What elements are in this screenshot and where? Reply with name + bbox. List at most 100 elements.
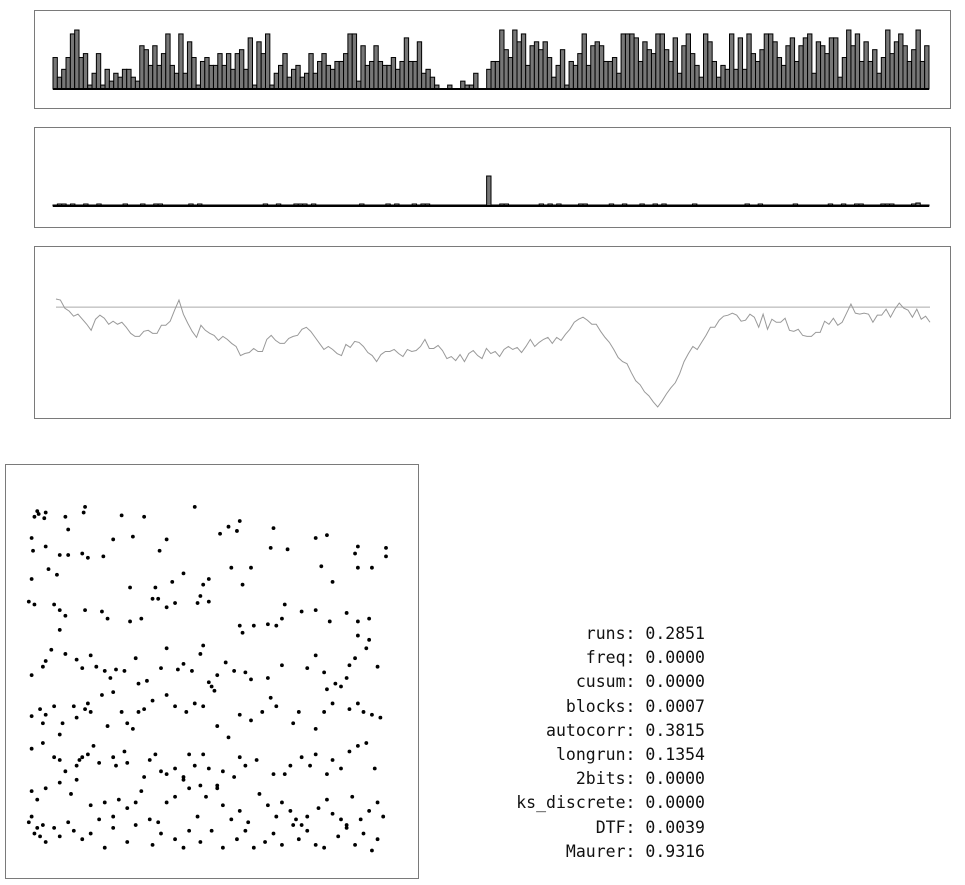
histogram-bar	[299, 76, 306, 90]
scatter-point	[43, 786, 48, 791]
histogram-bar	[325, 64, 332, 90]
histogram-bar	[742, 68, 748, 90]
histogram-bar	[230, 68, 236, 90]
histogram-bar	[538, 49, 544, 90]
scatter-point	[187, 752, 192, 757]
scatter-point	[355, 565, 360, 570]
scatter-point	[305, 814, 310, 819]
scatter-point	[209, 828, 214, 833]
scatter-point	[43, 712, 48, 717]
scatter-point	[119, 513, 124, 518]
histogram-bar	[91, 72, 97, 90]
histogram-bar	[65, 57, 71, 90]
scatter-point	[145, 678, 149, 683]
histogram-bar	[794, 60, 800, 90]
histogram-bar	[590, 45, 596, 90]
scatter-point	[136, 681, 141, 686]
histogram-bar	[330, 68, 336, 90]
scatter-point	[66, 820, 71, 825]
stat-label: freq:	[585, 648, 636, 668]
histogram-bar	[789, 37, 796, 90]
scatter-point	[336, 834, 341, 839]
scatter-point	[249, 677, 253, 682]
histogram-bar	[633, 37, 639, 90]
scatter-point	[88, 653, 93, 658]
scatter-point	[325, 533, 329, 538]
scatter-point	[339, 817, 343, 822]
scatter-point	[49, 647, 54, 652]
scatter-point	[125, 840, 130, 844]
scatter-point	[215, 724, 220, 728]
histogram-bar	[755, 60, 761, 90]
scatter-point	[97, 760, 102, 765]
scatter-point	[237, 519, 242, 523]
scatter-point	[40, 823, 45, 827]
scatter-point	[187, 828, 192, 833]
scatter-point	[232, 669, 237, 673]
histogram-bar	[321, 53, 327, 90]
scatter-point	[313, 608, 318, 613]
stats-list: runs: 0.2851 freq: 0.0000 cusum: 0.0000 …	[470, 622, 705, 864]
histogram-bar	[360, 45, 366, 90]
histogram-bar	[863, 41, 869, 90]
scatter-point	[114, 763, 118, 768]
scatter-point	[43, 659, 48, 663]
histogram-bar	[746, 33, 752, 90]
stat-label: 2bits:	[575, 769, 636, 789]
scatter-point	[249, 565, 253, 570]
scatter-point	[370, 712, 374, 717]
scatter-point	[150, 842, 155, 847]
scatter-point	[378, 715, 383, 720]
scatter-point	[206, 577, 211, 581]
scatter-point	[192, 701, 197, 706]
scatter-point	[344, 825, 349, 830]
scatter-point	[299, 823, 304, 827]
scatter-point	[375, 664, 380, 669]
histogram-bar	[460, 80, 466, 90]
scatter-point	[88, 710, 93, 714]
histogram-bar	[82, 53, 89, 90]
histogram-bar	[499, 29, 505, 90]
scatter-point	[29, 714, 34, 719]
scatter-point	[35, 797, 40, 802]
histogram-bar	[221, 64, 227, 90]
histogram-bar	[243, 68, 249, 90]
scatter-point	[116, 797, 121, 802]
scatter-point	[201, 704, 206, 709]
scatter-point	[83, 608, 87, 613]
stat-value: 0.9316	[645, 841, 705, 861]
scatter-point	[111, 814, 116, 819]
scatter-point	[181, 661, 186, 666]
scatter-point	[237, 809, 242, 813]
scatter-point	[114, 667, 118, 672]
scatter-point	[170, 579, 175, 584]
scatter-point	[164, 693, 169, 697]
scatter-point	[204, 794, 208, 799]
scatter-point	[246, 820, 251, 825]
histogram-bar	[841, 57, 848, 90]
scatter-point	[384, 546, 388, 550]
histogram-bar	[846, 29, 852, 90]
histogram-bar	[880, 57, 887, 90]
scatter-point	[69, 792, 73, 796]
scatter-point	[226, 735, 231, 740]
histogram-bar	[486, 68, 492, 90]
scatter-point	[372, 766, 377, 771]
scatter-point	[105, 724, 110, 728]
histogram-bar	[74, 29, 80, 90]
histogram-bar	[217, 53, 223, 90]
histogram-bar	[147, 64, 154, 90]
histogram-2-panel	[34, 127, 951, 228]
scatter-point	[29, 577, 34, 581]
scatter-point	[243, 828, 248, 833]
scatter-point	[218, 531, 222, 536]
histogram-bar	[156, 64, 162, 90]
scatter-point	[347, 707, 352, 712]
histogram-bar	[694, 64, 700, 90]
scatter-point	[237, 712, 242, 717]
scatter-point	[100, 609, 104, 614]
histogram-bar	[824, 53, 830, 90]
histogram-bar	[126, 68, 132, 90]
histogram-bar	[143, 49, 149, 90]
scatter-point	[313, 653, 318, 658]
